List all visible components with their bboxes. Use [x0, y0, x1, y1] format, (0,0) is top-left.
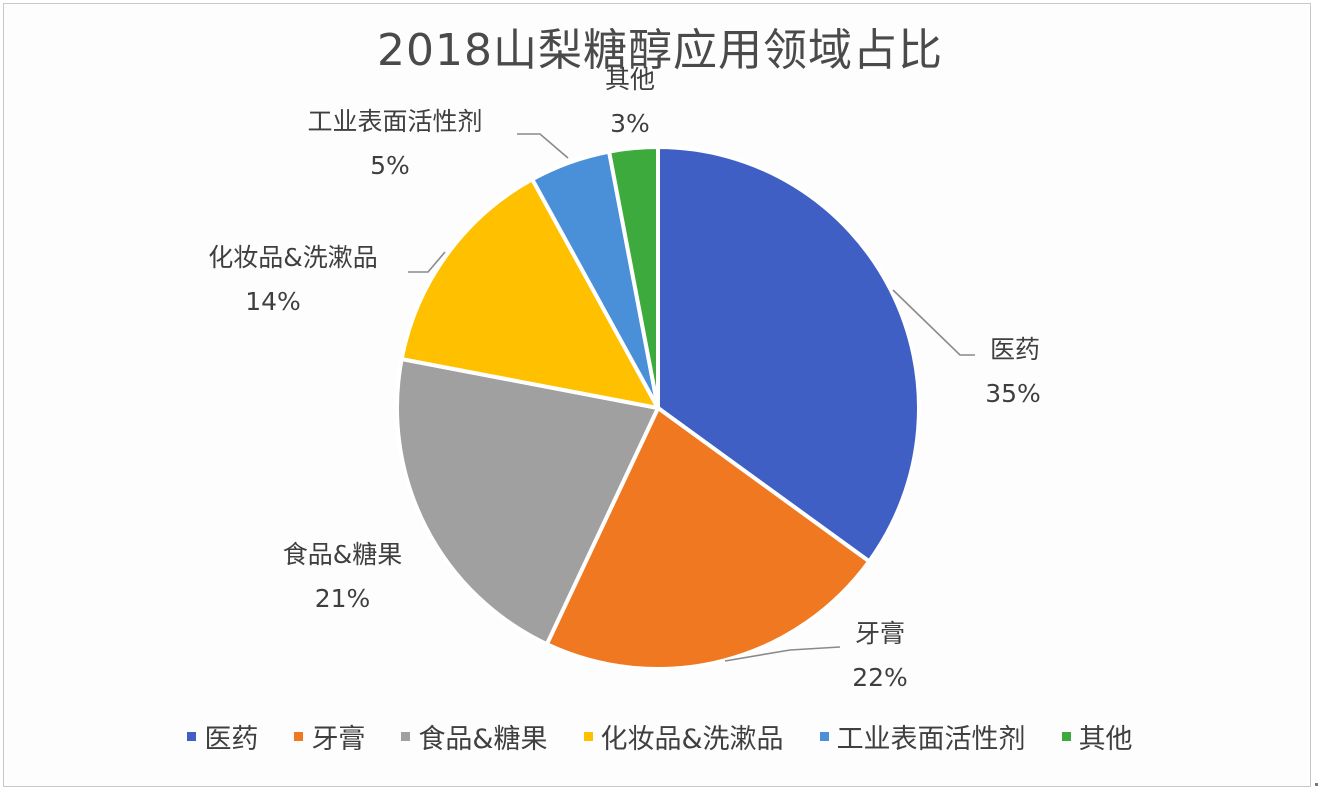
legend-swatch-icon — [819, 732, 829, 741]
label-percent: 3% — [610, 108, 650, 138]
pie-slice-shipin — [395, 357, 660, 647]
legend-swatch-icon — [401, 732, 411, 741]
data-label-shipin: 食品&糖果 21% — [250, 533, 435, 621]
data-label-huazhuangpin: 化妆品&洗漱品 14% — [168, 236, 418, 324]
label-percent: 14% — [245, 286, 301, 316]
leader-line-huazhuangpin — [408, 251, 446, 273]
legend-item-qita: 其他 — [1061, 717, 1133, 756]
label-percent: 21% — [314, 583, 371, 613]
legend-label: 医药 — [204, 724, 259, 755]
legend-label: 食品&糖果 — [418, 724, 548, 755]
legend-swatch-icon — [1061, 732, 1071, 741]
legend-swatch-icon — [583, 732, 593, 741]
label-name: 牙膏 — [854, 619, 905, 648]
label-percent: 35% — [985, 378, 1041, 408]
data-label-gongye: 工业表面活性剂 5% — [270, 100, 520, 188]
legend-item-shipin: 食品&糖果 — [401, 717, 548, 756]
label-name: 医药 — [989, 335, 1040, 364]
leader-line-yagao — [724, 646, 841, 662]
legend-label: 化妆品&洗漱品 — [600, 724, 784, 755]
label-name: 工业表面活性剂 — [307, 107, 483, 136]
pie-slice-huazhuangpin — [399, 177, 660, 410]
legend-swatch-icon — [294, 732, 304, 741]
label-name: 化妆品&洗漱品 — [208, 243, 378, 272]
label-name: 其他 — [604, 65, 655, 94]
legend-swatch-icon — [187, 732, 197, 741]
legend-item-yiyao: 医药 — [187, 717, 258, 756]
data-label-yagao: 牙膏 22% — [815, 612, 945, 700]
legend-item-huazhuangpin: 化妆品&洗漱品 — [583, 717, 784, 756]
leader-line-gongye — [517, 133, 569, 159]
data-label-qita: 其他 3% — [580, 58, 680, 146]
pie-slices — [395, 145, 921, 671]
data-label-yiyao: 医药 35% — [950, 328, 1080, 416]
label-name: 食品&糖果 — [282, 540, 403, 569]
leader-lines — [408, 133, 975, 662]
label-percent: 5% — [370, 150, 410, 180]
label-percent: 22% — [852, 662, 908, 692]
pie-slice-yiyao — [656, 145, 921, 564]
legend-item-gongye: 工业表面活性剂 — [819, 717, 1026, 756]
legend-label: 工业表面活性剂 — [836, 724, 1026, 755]
chart-title: 2018山梨糖醇应用领域占比 — [377, 25, 943, 76]
leader-line-yiyao — [892, 289, 975, 356]
chart-legend: 医药 牙膏 食品&糖果 化妆品&洗漱品 工业表面活性剂 其他 — [0, 717, 1320, 756]
legend-item-yagao: 牙膏 — [294, 717, 365, 756]
legend-label: 牙膏 — [311, 724, 366, 755]
pie-slice-qita — [607, 145, 660, 410]
corner-mark — [1315, 783, 1318, 786]
legend-label: 其他 — [1078, 724, 1133, 755]
